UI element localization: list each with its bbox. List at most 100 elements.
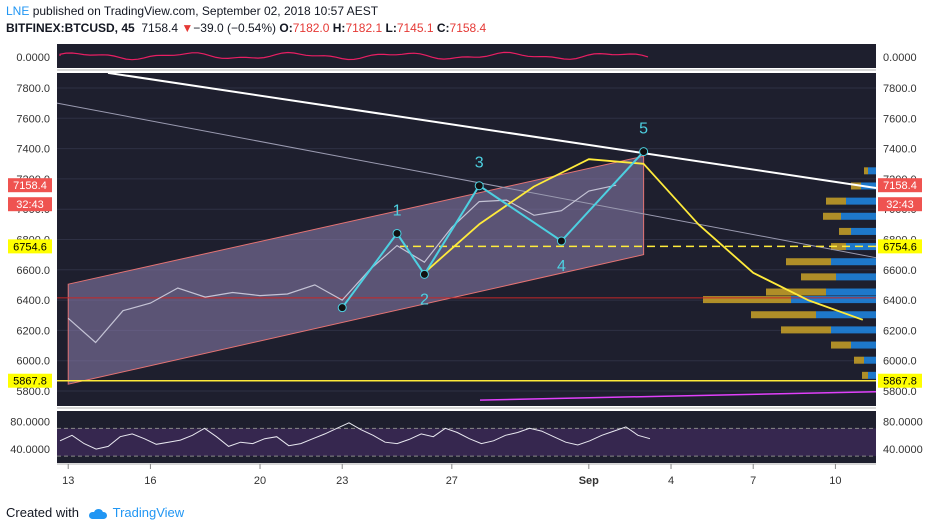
volume-profile-bar-up xyxy=(831,326,876,334)
price-tick-label: 6400.0 xyxy=(16,295,50,307)
volume-profile-bar-down xyxy=(801,273,836,281)
support-tag-left: 5867.8 xyxy=(8,373,52,388)
price-tick-label: 7800.0 xyxy=(883,83,917,95)
oscillator-line xyxy=(59,51,649,61)
support-tag-right: 5867.8 xyxy=(878,373,922,388)
price-tick-label: 6600.0 xyxy=(883,265,917,277)
wave-point xyxy=(392,228,402,238)
volume-profile-bar-down xyxy=(862,371,868,379)
price-tick-label: 6000.0 xyxy=(16,356,50,368)
volume-profile-bar-down xyxy=(826,197,846,205)
volume-profile-bar-down xyxy=(786,258,831,266)
published-text: published on TradingView.com, September … xyxy=(32,4,379,18)
price-tick-label: 7600.0 xyxy=(883,113,917,125)
price-tick-label: 6600.0 xyxy=(16,265,50,277)
level-tag-right: 6754.6 xyxy=(878,239,922,254)
volume-profile-bar-down xyxy=(831,341,851,349)
wave-label: 3 xyxy=(475,155,484,172)
volume-profile-bar-down xyxy=(703,296,791,304)
wave-label: 2 xyxy=(420,291,429,308)
wave-point xyxy=(419,269,429,279)
price-tick-label: 5800.0 xyxy=(883,386,917,398)
volume-profile-bar-up xyxy=(841,212,876,220)
volume-profile-bar-up xyxy=(846,197,876,205)
volume-profile xyxy=(703,167,876,379)
projection-curve xyxy=(423,158,864,321)
volume-profile-bar-down xyxy=(864,167,868,175)
rsi-band xyxy=(57,428,876,457)
price-tick-label: 6200.0 xyxy=(883,325,917,337)
price-tick-label: 7400.0 xyxy=(16,144,50,156)
volume-profile-bar-up xyxy=(864,356,876,364)
oscillator-tick-label: 0.0000 xyxy=(883,52,917,64)
support-tag-left-bg xyxy=(8,373,52,388)
support-tag-right-text: 5867.8 xyxy=(883,376,917,388)
high-label: H: xyxy=(332,21,346,35)
wave-point xyxy=(474,181,484,191)
price-tick-label: 5800.0 xyxy=(16,386,50,398)
symbol-label: BITFINEX:BTCUSD, 45 xyxy=(6,21,135,35)
countdown-tag-left-bg xyxy=(8,197,52,212)
last-price-tag-left-text: 7158.4 xyxy=(13,180,47,192)
volume-profile-bar-up xyxy=(868,167,876,175)
volume-profile-bar-up xyxy=(836,273,876,281)
volume-profile-bar-down xyxy=(766,288,826,296)
open-value: 7182.0 xyxy=(292,21,330,35)
tradingview-link[interactable]: TradingView xyxy=(112,505,185,520)
rsi-line xyxy=(59,422,651,450)
price-tick-label: 7800.0 xyxy=(16,83,50,95)
last-price-tag-left: 7158.4 xyxy=(8,178,52,193)
oscillator-tick-label: 0.0000 xyxy=(16,52,50,64)
time-tick-label: 27 xyxy=(446,475,458,487)
level-tag-right-bg xyxy=(878,239,922,254)
last-price-tag-right: 7158.4 xyxy=(878,178,922,193)
time-tick-label: 20 xyxy=(254,475,266,487)
countdown-tag-left: 32:43 xyxy=(8,197,52,212)
last-price-tag-right-bg xyxy=(878,178,922,193)
time-tick-label: 7 xyxy=(750,475,756,487)
volume-profile-bar-up xyxy=(831,258,876,266)
support-tag-right-bg xyxy=(878,373,922,388)
wave-label: 4 xyxy=(557,258,566,275)
tradingview-cloud-icon xyxy=(87,508,109,519)
countdown-tag-right-text: 32:43 xyxy=(886,199,914,211)
parallel-channel xyxy=(67,155,645,385)
price-tick-label: 6200.0 xyxy=(16,325,50,337)
wave-label: 1 xyxy=(393,202,402,219)
time-tick-label: Sep xyxy=(579,475,599,487)
volume-profile-bar-up xyxy=(826,288,876,296)
volume-profile-bar-down xyxy=(839,227,851,235)
wave-point xyxy=(639,147,649,157)
volume-profile-bar-up xyxy=(816,311,876,319)
high-value: 7182.1 xyxy=(345,21,383,35)
volume-profile-bar-down xyxy=(823,212,841,220)
wave-label: 5 xyxy=(639,121,648,138)
resistance-trendline xyxy=(107,71,877,189)
volume-profile-bar-down xyxy=(831,243,846,251)
footer: Created with TradingView xyxy=(6,505,184,520)
rsi-tick-label: 40.0000 xyxy=(10,444,50,456)
level-tag-left-text: 6754.6 xyxy=(13,241,47,253)
time-tick-label: 23 xyxy=(336,475,348,487)
last-price: 7158.4 xyxy=(141,21,179,35)
close-label: C: xyxy=(436,21,450,35)
price-tick-label: 7400.0 xyxy=(883,144,917,156)
countdown-tag-right: 32:43 xyxy=(878,197,922,212)
price-tick-label: 7600.0 xyxy=(16,113,50,125)
last-price-tag-right-text: 7158.4 xyxy=(883,180,917,192)
rsi-tick-label: 80.0000 xyxy=(883,416,923,428)
time-tick-label: 13 xyxy=(62,475,74,487)
price-tick-label: 6400.0 xyxy=(883,295,917,307)
author-name[interactable]: LNE xyxy=(6,4,30,18)
price-change: −39.0 (−0.54%) xyxy=(193,21,277,35)
volume-profile-bar-up xyxy=(851,341,876,349)
time-axis: 13 16 20 23 27 Sep 4 7 10 xyxy=(62,464,842,487)
rsi-tick-label: 40.0000 xyxy=(883,444,923,456)
rsi-tick-label: 80.0000 xyxy=(10,416,50,428)
oscillator-panel xyxy=(57,44,876,68)
volume-profile-bar-up xyxy=(868,371,876,379)
volume-profile-bar-up xyxy=(851,227,876,235)
level-tag-left-bg xyxy=(8,239,52,254)
time-tick-label: 16 xyxy=(144,475,156,487)
